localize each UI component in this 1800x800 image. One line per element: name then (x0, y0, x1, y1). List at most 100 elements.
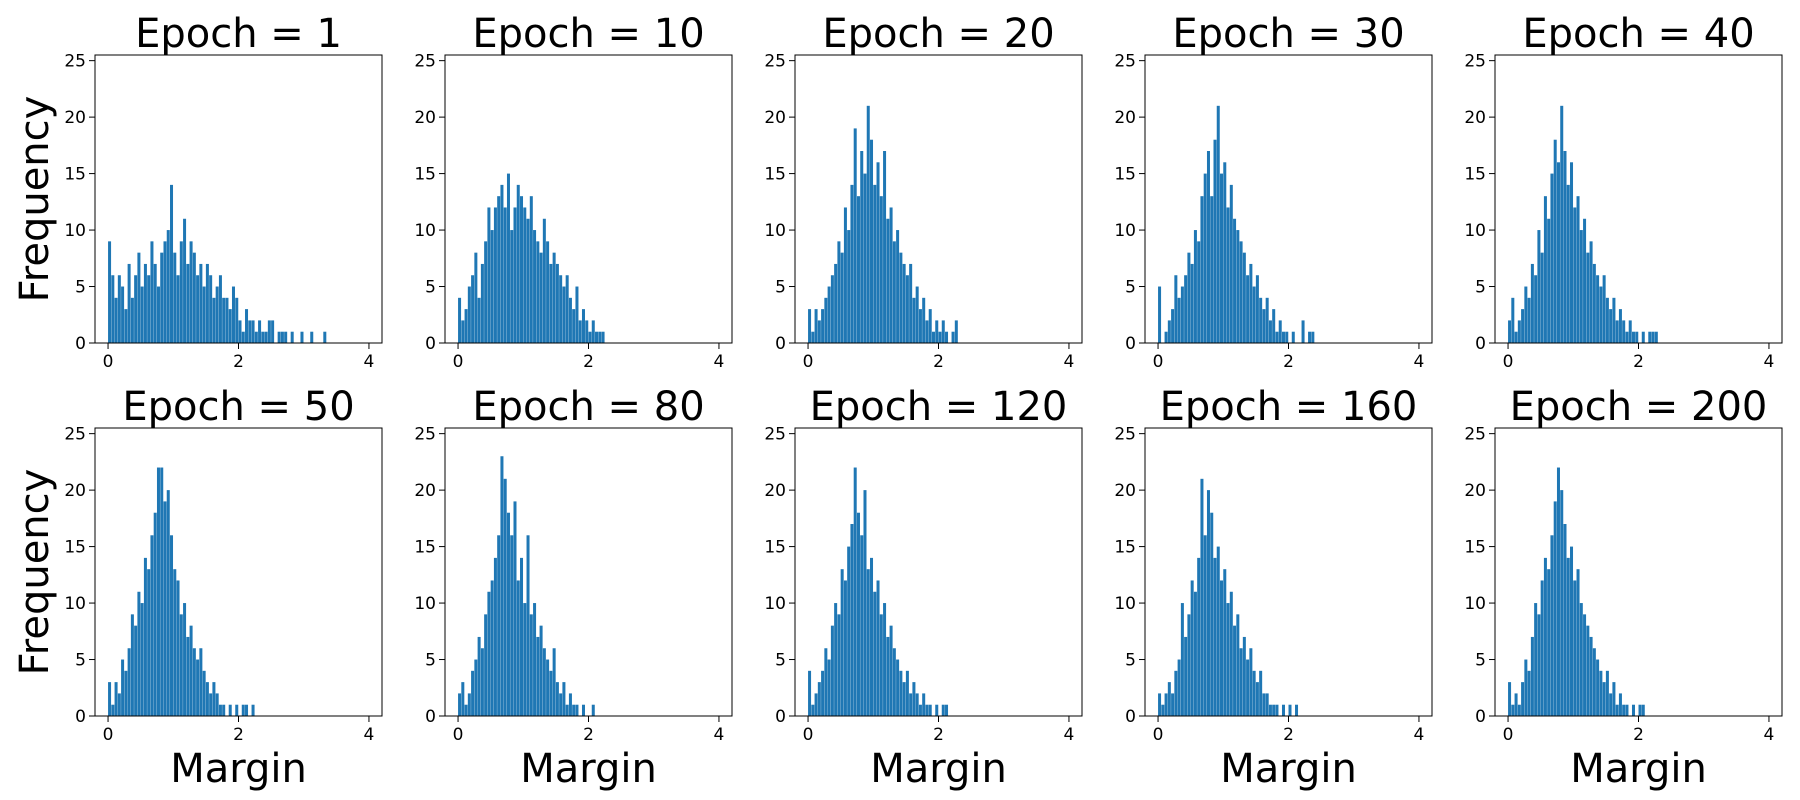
y-tick-label: 5 (425, 651, 436, 671)
histogram-bar (559, 693, 563, 716)
histogram-bar (1281, 331, 1285, 343)
histogram-bar (199, 648, 203, 716)
histogram-bar (467, 286, 471, 343)
histogram-bar (1295, 704, 1299, 716)
histogram-bar (1164, 331, 1168, 343)
histogram-bar (1508, 320, 1512, 343)
histogram-bar (1187, 614, 1191, 716)
histogram-bar (1229, 184, 1233, 343)
histogram-bar (1596, 275, 1600, 343)
histogram-bar (130, 614, 134, 716)
y-tick-label: 5 (75, 651, 86, 671)
y-tick-label: 10 (1114, 594, 1136, 614)
histogram-bar (843, 580, 847, 716)
histogram-bar (808, 309, 812, 343)
histogram-bar (150, 241, 154, 343)
histogram-bar (1589, 636, 1593, 716)
histogram-bar (542, 648, 546, 716)
subplot-title: Epoch = 40 (1522, 11, 1754, 57)
histogram-bar (568, 693, 572, 716)
bar-series (808, 105, 958, 343)
subplot-title: Epoch = 80 (472, 384, 704, 430)
histogram-bar (811, 704, 815, 716)
histogram-bar (834, 263, 838, 343)
subplot-5: 0 2 4 0 5 10 15 20 25 Epoch = 40 (1464, 11, 1783, 372)
histogram-bar (1285, 331, 1289, 343)
histogram-bar (546, 659, 550, 716)
histogram-bar (1524, 659, 1528, 716)
histogram-bar (837, 614, 841, 716)
histogram-bar (1612, 682, 1616, 716)
y-tick-label: 20 (64, 108, 86, 128)
histogram-bar (1560, 490, 1564, 716)
histogram-bar (156, 286, 160, 343)
histogram-bar (827, 286, 831, 343)
x-tick-label: 2 (1633, 725, 1644, 745)
histogram-bar (1576, 569, 1580, 716)
histogram-bar (1252, 670, 1256, 716)
histogram-bar (552, 252, 556, 343)
histogram-bar (931, 331, 935, 343)
histogram-bar (143, 557, 147, 716)
histogram-bar (176, 275, 180, 343)
histogram-bar (490, 230, 494, 343)
x-tick-label: 4 (1414, 725, 1425, 745)
histogram-bar (1599, 670, 1603, 716)
histogram-bar (1268, 704, 1272, 716)
histogram-bar (506, 173, 510, 343)
histogram-bar (497, 535, 501, 716)
histogram-bar (876, 580, 880, 716)
histogram-bar (280, 331, 284, 343)
histogram-bar (500, 184, 504, 343)
y-tick-label: 20 (414, 481, 436, 501)
subplot-title: Epoch = 30 (1172, 11, 1404, 57)
y-tick-label: 10 (764, 221, 786, 241)
histogram-bar (1540, 252, 1544, 343)
histogram-bar (1249, 263, 1253, 343)
y-tick-label: 5 (1125, 278, 1136, 298)
histogram-bar (1556, 162, 1560, 343)
histogram-bar (945, 704, 949, 716)
y-tick-label: 0 (75, 334, 86, 354)
histogram-bar (323, 331, 327, 343)
histogram-bar (267, 320, 271, 343)
histogram-bar (189, 625, 193, 716)
histogram-bar (951, 331, 955, 343)
histogram-bar (183, 603, 187, 716)
histogram-bar (215, 693, 219, 716)
histogram-bar (1651, 331, 1655, 343)
histogram-bar (863, 490, 867, 716)
histogram-bar (1259, 297, 1263, 343)
histogram-bar (941, 320, 945, 343)
histogram-bar (1573, 580, 1577, 716)
histogram-bar (601, 331, 605, 343)
y-tick-label: 15 (1464, 538, 1486, 558)
y-tick-label: 0 (425, 707, 436, 727)
histogram-bar (856, 512, 860, 716)
histogram-bar (121, 286, 125, 343)
histogram-bar (1517, 704, 1521, 716)
histogram-bar (1242, 636, 1246, 716)
histogram-bar (503, 207, 507, 343)
y-tick-label: 5 (425, 278, 436, 298)
histogram-bar (1233, 625, 1237, 716)
histogram-bar (1579, 230, 1583, 343)
histogram-bar (850, 184, 854, 343)
histogram-bar (458, 297, 462, 343)
histogram-bar (549, 670, 553, 716)
histogram-bar (909, 263, 913, 343)
histogram-bar (310, 331, 314, 343)
y-tick-label: 15 (1464, 165, 1486, 185)
histogram-bar (941, 704, 945, 716)
subplot-3: 0 2 4 0 5 10 15 20 25 Epoch = 20 (764, 11, 1083, 372)
histogram-bar (254, 331, 258, 343)
histogram-bar (1596, 659, 1600, 716)
x-tick-label: 0 (453, 725, 464, 745)
histogram-bar (114, 682, 118, 716)
histogram-bar (870, 557, 874, 716)
histogram-bar (1262, 693, 1266, 716)
histogram-bar (873, 591, 877, 716)
histogram-bar (555, 263, 559, 343)
subplot-4: 0 2 4 0 5 10 15 20 25 Epoch = 30 (1114, 11, 1433, 372)
histogram-bar (925, 320, 929, 343)
